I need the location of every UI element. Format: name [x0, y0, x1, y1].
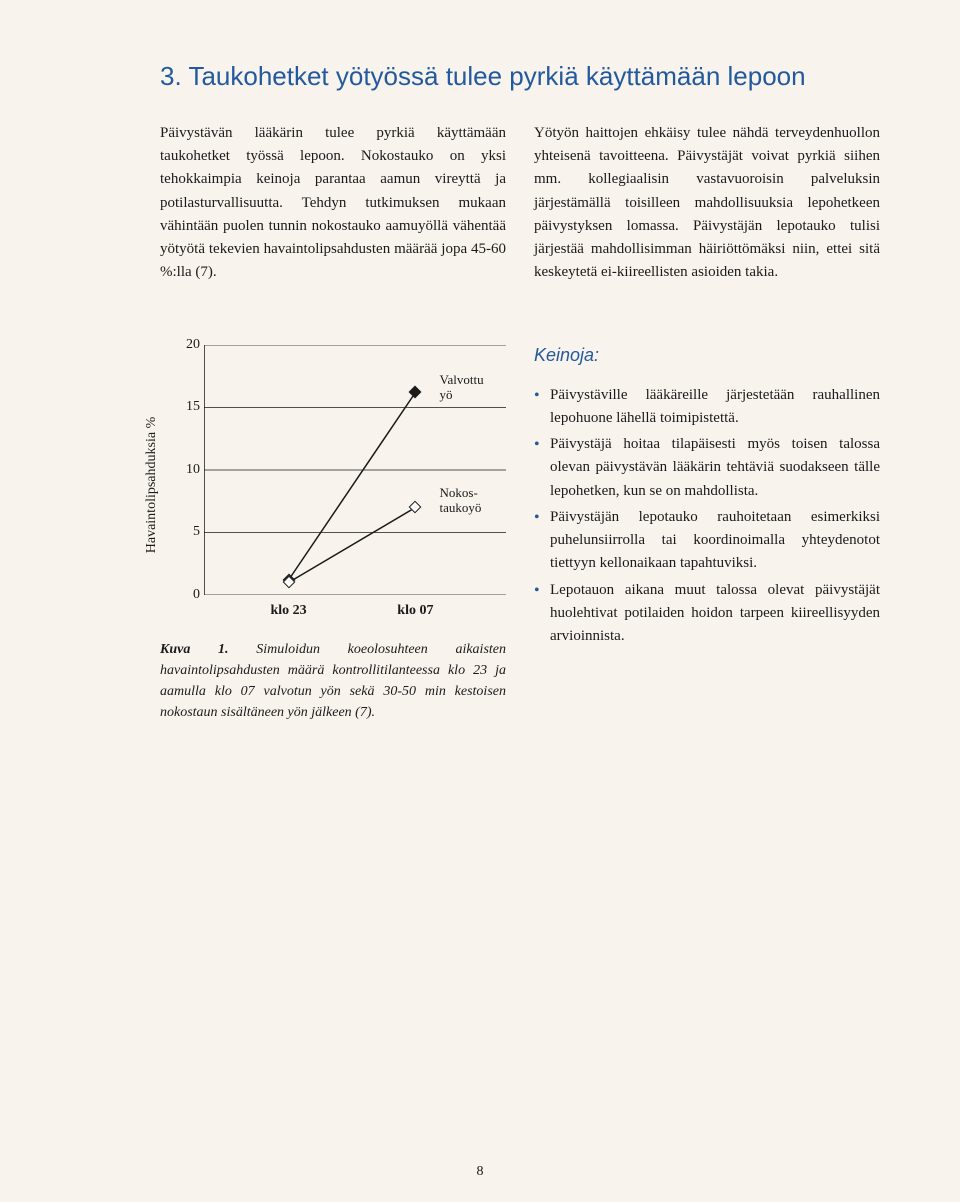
chart-xtick: klo 23: [270, 603, 306, 619]
section-heading: 3. Taukohetket yötyössä tulee pyrkiä käy…: [100, 60, 880, 94]
keinoja-heading: Keinoja:: [534, 345, 880, 366]
figure-caption: Kuva 1. Simuloidun koeolosuhteen aikaist…: [160, 639, 506, 723]
chart-ytick: 10: [178, 462, 200, 478]
chart-ytick: 20: [178, 337, 200, 353]
keinoja-list: Päivystäville lääkäreille järjestetään r…: [534, 384, 880, 649]
body-col-right: Yötyön haittojen ehkäisy tulee nähdä ter…: [534, 122, 880, 285]
keinoja-item: Lepotauon aikana muut talossa olevat päi…: [534, 579, 880, 649]
chart-ytick: 5: [178, 524, 200, 540]
chart-ylabel: Havaintolipsahduksia %: [144, 416, 160, 552]
keinoja-column: Keinoja: Päivystäville lääkäreille järje…: [534, 345, 880, 723]
bottom-columns: Havaintolipsahduksia % 05101520klo 23klo…: [100, 345, 880, 723]
chart-series-label: Nokos-taukoyö: [440, 486, 482, 516]
chart-plot-area: 05101520klo 23klo 07ValvottuyöNokos-tauk…: [204, 345, 506, 595]
chart-ytick: 0: [178, 587, 200, 603]
page-number: 8: [477, 1164, 484, 1180]
line-chart: Havaintolipsahduksia % 05101520klo 23klo…: [160, 345, 506, 625]
keinoja-item: Päivystäjä hoitaa tilapäisesti myös tois…: [534, 433, 880, 503]
figure-label: Kuva 1.: [160, 642, 229, 657]
keinoja-item: Päivystäville lääkäreille järjestetään r…: [534, 384, 880, 431]
chart-xtick: klo 07: [397, 603, 433, 619]
keinoja-item: Päivystäjän lepotauko rauhoitetaan esime…: [534, 506, 880, 576]
chart-ytick: 15: [178, 399, 200, 415]
top-text-columns: Päivystävän lääkärin tulee pyrkiä käyttä…: [100, 122, 880, 285]
body-col-left: Päivystävän lääkärin tulee pyrkiä käyttä…: [160, 122, 506, 285]
chart-series-label: Valvottuyö: [440, 373, 484, 403]
chart-column: Havaintolipsahduksia % 05101520klo 23klo…: [160, 345, 506, 723]
